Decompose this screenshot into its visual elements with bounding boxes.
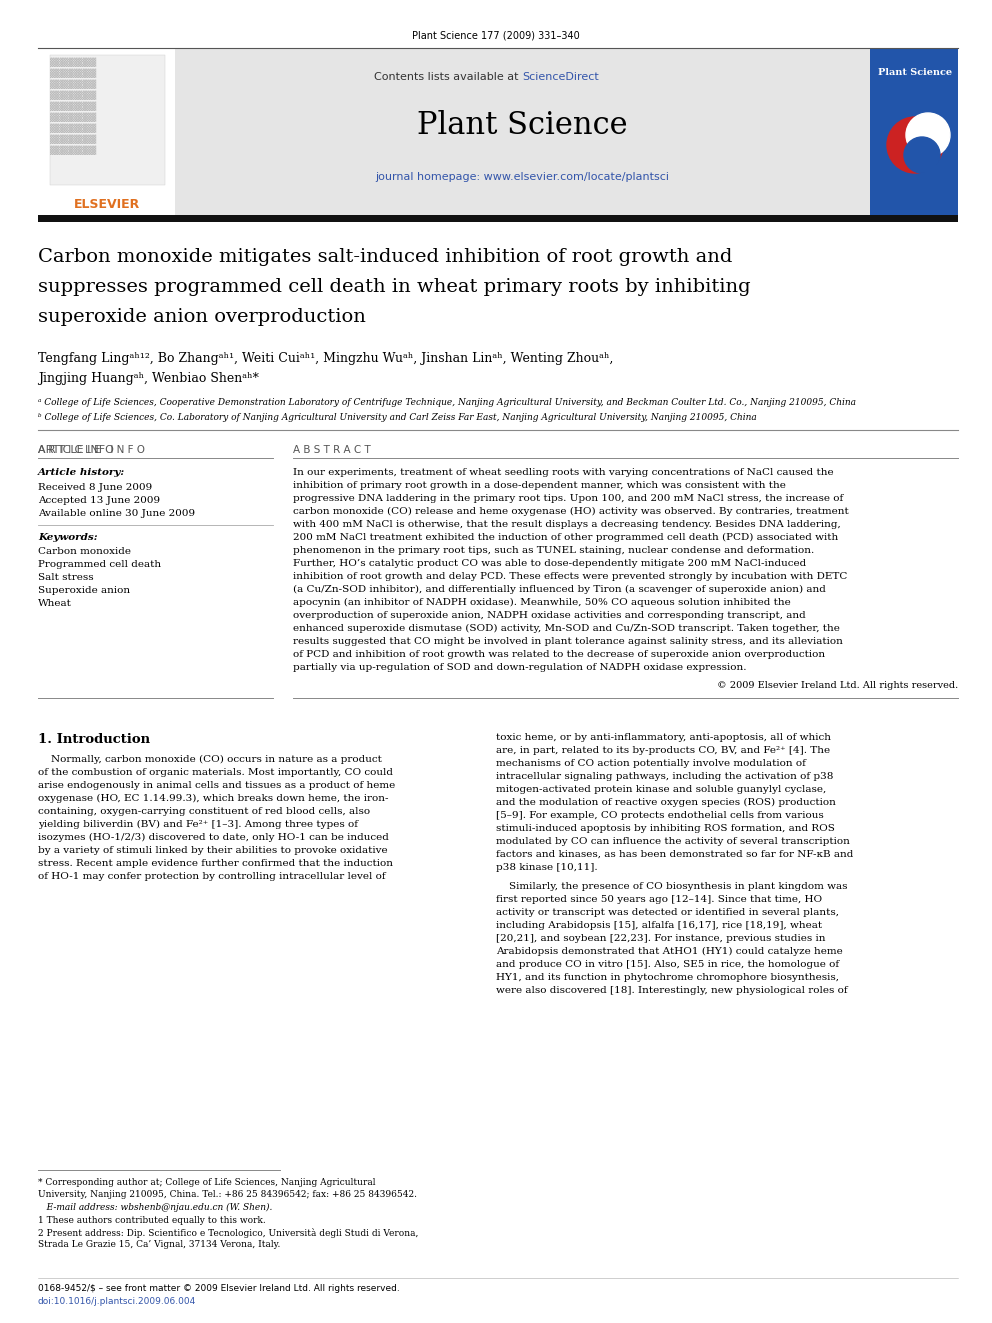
Text: mechanisms of CO action potentially involve modulation of: mechanisms of CO action potentially invo… — [496, 759, 806, 767]
Text: suppresses programmed cell death in wheat primary roots by inhibiting: suppresses programmed cell death in whea… — [38, 278, 751, 296]
Text: overproduction of superoxide anion, NADPH oxidase activities and corresponding t: overproduction of superoxide anion, NADP… — [293, 611, 806, 620]
Text: Programmed cell death: Programmed cell death — [38, 560, 161, 569]
Bar — [870, 48, 958, 216]
Text: stress. Recent ample evidence further confirmed that the induction: stress. Recent ample evidence further co… — [38, 859, 393, 868]
Text: arise endogenously in animal cells and tissues as a product of heme: arise endogenously in animal cells and t… — [38, 781, 395, 790]
Text: ARTICLE INFO: ARTICLE INFO — [38, 445, 114, 455]
Text: yielding biliverdin (BV) and Fe²⁺ [1–3]. Among three types of: yielding biliverdin (BV) and Fe²⁺ [1–3].… — [38, 820, 358, 830]
Text: Salt stress: Salt stress — [38, 573, 93, 582]
Text: * Corresponding author at; College of Life Sciences, Nanjing Agricultural: * Corresponding author at; College of Li… — [38, 1177, 376, 1187]
Text: are, in part, related to its by-products CO, BV, and Fe²⁺ [4]. The: are, in part, related to its by-products… — [496, 746, 830, 755]
Text: including Arabidopsis [15], alfalfa [16,17], rice [18,19], wheat: including Arabidopsis [15], alfalfa [16,… — [496, 921, 822, 930]
Text: Jingjing Huangᵃʰ, Wenbiao Shenᵃʰ*: Jingjing Huangᵃʰ, Wenbiao Shenᵃʰ* — [38, 372, 259, 385]
Bar — [175, 48, 870, 216]
Text: results suggested that CO might be involved in plant tolerance against salinity : results suggested that CO might be invol… — [293, 636, 843, 646]
Text: with 400 mM NaCl is otherwise, that the result displays a decreasing tendency. B: with 400 mM NaCl is otherwise, that the … — [293, 520, 841, 529]
Text: Carbon monoxide mitigates salt-induced inhibition of root growth and: Carbon monoxide mitigates salt-induced i… — [38, 247, 732, 266]
Text: Article history:: Article history: — [38, 468, 125, 478]
Text: first reported since 50 years ago [12–14]. Since that time, HO: first reported since 50 years ago [12–14… — [496, 894, 822, 904]
Text: stimuli-induced apoptosis by inhibiting ROS formation, and ROS: stimuli-induced apoptosis by inhibiting … — [496, 824, 835, 833]
Text: Plant Science 177 (2009) 331–340: Plant Science 177 (2009) 331–340 — [412, 30, 580, 40]
Text: Arabidopsis demonstrated that AtHO1 (HY1) could catalyze heme: Arabidopsis demonstrated that AtHO1 (HY1… — [496, 947, 843, 957]
Text: Tengfang Lingᵃʰ¹², Bo Zhangᵃʰ¹, Weiti Cuiᵃʰ¹, Mingzhu Wuᵃʰ, Jinshan Linᵃʰ, Wenti: Tengfang Lingᵃʰ¹², Bo Zhangᵃʰ¹, Weiti Cu… — [38, 352, 613, 365]
Text: ScienceDirect: ScienceDirect — [522, 71, 599, 82]
Text: A R T I C L E   I N F O: A R T I C L E I N F O — [38, 445, 145, 455]
Text: 1 These authors contributed equally to this work.: 1 These authors contributed equally to t… — [38, 1216, 266, 1225]
Text: Available online 30 June 2009: Available online 30 June 2009 — [38, 509, 195, 519]
Text: Carbon monoxide: Carbon monoxide — [38, 546, 131, 556]
Text: p38 kinase [10,11].: p38 kinase [10,11]. — [496, 863, 597, 872]
Text: Wheat: Wheat — [38, 599, 71, 609]
Text: ᵇ College of Life Sciences, Co. Laboratory of Nanjing Agricultural University an: ᵇ College of Life Sciences, Co. Laborato… — [38, 413, 757, 422]
Text: Plant Science: Plant Science — [417, 110, 627, 142]
Text: In our experiments, treatment of wheat seedling roots with varying concentration: In our experiments, treatment of wheat s… — [293, 468, 833, 478]
Text: Contents lists available at: Contents lists available at — [374, 71, 522, 82]
Text: activity or transcript was detected or identified in several plants,: activity or transcript was detected or i… — [496, 908, 839, 917]
Text: enhanced superoxide dismutase (SOD) activity, Mn-SOD and Cu/Zn-SOD transcript. T: enhanced superoxide dismutase (SOD) acti… — [293, 624, 840, 634]
Text: 0168-9452/$ – see front matter © 2009 Elsevier Ireland Ltd. All rights reserved.: 0168-9452/$ – see front matter © 2009 El… — [38, 1285, 400, 1293]
Text: phenomenon in the primary root tips, such as TUNEL staining, nuclear condense an: phenomenon in the primary root tips, suc… — [293, 546, 814, 556]
Text: journal homepage: www.elsevier.com/locate/plantsci: journal homepage: www.elsevier.com/locat… — [375, 172, 669, 183]
Text: Superoxide anion: Superoxide anion — [38, 586, 130, 595]
Text: [5–9]. For example, CO protects endothelial cells from various: [5–9]. For example, CO protects endothel… — [496, 811, 823, 820]
Text: 2 Present address: Dip. Scientifico e Tecnologico, Università degli Studi di Ver: 2 Present address: Dip. Scientifico e Te… — [38, 1228, 419, 1238]
Text: Normally, carbon monoxide (CO) occurs in nature as a product: Normally, carbon monoxide (CO) occurs in… — [38, 755, 382, 765]
Text: ▓▓▓▓▓▓▓▓▓▓
▓▓▓▓▓▓▓▓▓▓
▓▓▓▓▓▓▓▓▓▓
▓▓▓▓▓▓▓▓▓▓
▓▓▓▓▓▓▓▓▓▓
▓▓▓▓▓▓▓▓▓▓
▓▓▓▓▓▓▓▓▓▓
▓▓▓: ▓▓▓▓▓▓▓▓▓▓ ▓▓▓▓▓▓▓▓▓▓ ▓▓▓▓▓▓▓▓▓▓ ▓▓▓▓▓▓▓… — [50, 58, 96, 155]
Text: 1. Introduction: 1. Introduction — [38, 733, 150, 746]
Text: of HO-1 may confer protection by controlling intracellular level of: of HO-1 may confer protection by control… — [38, 872, 386, 881]
Bar — [38, 48, 175, 216]
Text: inhibition of primary root growth in a dose-dependent manner, which was consiste: inhibition of primary root growth in a d… — [293, 482, 786, 490]
Text: Strada Le Grazie 15, Ca’ Vignal, 37134 Verona, Italy.: Strada Le Grazie 15, Ca’ Vignal, 37134 V… — [38, 1240, 281, 1249]
Text: of the combustion of organic materials. Most importantly, CO could: of the combustion of organic materials. … — [38, 767, 393, 777]
Text: superoxide anion overproduction: superoxide anion overproduction — [38, 308, 366, 325]
Text: mitogen-activated protein kinase and soluble guanylyl cyclase,: mitogen-activated protein kinase and sol… — [496, 785, 826, 794]
Text: ᵃ College of Life Sciences, Cooperative Demonstration Laboratory of Centrifuge T: ᵃ College of Life Sciences, Cooperative … — [38, 398, 856, 407]
Text: and produce CO in vitro [15]. Also, SE5 in rice, the homologue of: and produce CO in vitro [15]. Also, SE5 … — [496, 960, 839, 968]
Text: © 2009 Elsevier Ireland Ltd. All rights reserved.: © 2009 Elsevier Ireland Ltd. All rights … — [717, 681, 958, 691]
Text: carbon monoxide (CO) release and heme oxygenase (HO) activity was observed. By c: carbon monoxide (CO) release and heme ox… — [293, 507, 849, 516]
Text: modulated by CO can influence the activity of several transcription: modulated by CO can influence the activi… — [496, 837, 850, 845]
Text: inhibition of root growth and delay PCD. These effects were prevented strongly b: inhibition of root growth and delay PCD.… — [293, 572, 847, 581]
Text: Received 8 June 2009: Received 8 June 2009 — [38, 483, 152, 492]
Text: 200 mM NaCl treatment exhibited the induction of other programmed cell death (PC: 200 mM NaCl treatment exhibited the indu… — [293, 533, 838, 542]
Text: Plant Science: Plant Science — [878, 67, 952, 77]
Text: Accepted 13 June 2009: Accepted 13 June 2009 — [38, 496, 160, 505]
Text: [20,21], and soybean [22,23]. For instance, previous studies in: [20,21], and soybean [22,23]. For instan… — [496, 934, 825, 943]
Text: doi:10.1016/j.plantsci.2009.06.004: doi:10.1016/j.plantsci.2009.06.004 — [38, 1297, 196, 1306]
Circle shape — [904, 138, 940, 173]
Text: toxic heme, or by anti-inflammatory, anti-apoptosis, all of which: toxic heme, or by anti-inflammatory, ant… — [496, 733, 831, 742]
Text: Similarly, the presence of CO biosynthesis in plant kingdom was: Similarly, the presence of CO biosynthes… — [496, 882, 847, 890]
Text: HY1, and its function in phytochrome chromophore biosynthesis,: HY1, and its function in phytochrome chr… — [496, 972, 839, 982]
Text: progressive DNA laddering in the primary root tips. Upon 100, and 200 mM NaCl st: progressive DNA laddering in the primary… — [293, 493, 843, 503]
Text: apocynin (an inhibitor of NADPH oxidase). Meanwhile, 50% CO aqueous solution inh: apocynin (an inhibitor of NADPH oxidase)… — [293, 598, 791, 607]
Text: were also discovered [18]. Interestingly, new physiological roles of: were also discovered [18]. Interestingly… — [496, 986, 847, 995]
Text: E-mail address: wbshenb@njau.edu.cn (W. Shen).: E-mail address: wbshenb@njau.edu.cn (W. … — [38, 1203, 273, 1212]
Text: containing, oxygen-carrying constituent of red blood cells, also: containing, oxygen-carrying constituent … — [38, 807, 370, 816]
Text: factors and kinases, as has been demonstrated so far for NF-κB and: factors and kinases, as has been demonst… — [496, 849, 853, 859]
Text: Further, HO’s catalytic product CO was able to dose-dependently mitigate 200 mM : Further, HO’s catalytic product CO was a… — [293, 560, 806, 568]
Text: of PCD and inhibition of root growth was related to the decrease of superoxide a: of PCD and inhibition of root growth was… — [293, 650, 825, 659]
Text: A B S T R A C T: A B S T R A C T — [293, 445, 371, 455]
Text: isozymes (HO-1/2/3) discovered to date, only HO-1 can be induced: isozymes (HO-1/2/3) discovered to date, … — [38, 833, 389, 843]
Text: intracellular signaling pathways, including the activation of p38: intracellular signaling pathways, includ… — [496, 773, 833, 781]
Text: and the modulation of reactive oxygen species (ROS) production: and the modulation of reactive oxygen sp… — [496, 798, 836, 807]
Circle shape — [887, 116, 943, 173]
Bar — [50, 56, 165, 185]
Text: by a variety of stimuli linked by their abilities to provoke oxidative: by a variety of stimuli linked by their … — [38, 845, 388, 855]
Bar — [38, 216, 958, 222]
Circle shape — [906, 112, 950, 157]
Text: oxygenase (HO, EC 1.14.99.3), which breaks down heme, the iron-: oxygenase (HO, EC 1.14.99.3), which brea… — [38, 794, 389, 803]
Text: partially via up-regulation of SOD and down-regulation of NADPH oxidase expressi: partially via up-regulation of SOD and d… — [293, 663, 747, 672]
Text: University, Nanjing 210095, China. Tel.: +86 25 84396542; fax: +86 25 84396542.: University, Nanjing 210095, China. Tel.:… — [38, 1189, 417, 1199]
Text: (a Cu/Zn-SOD inhibitor), and differentially influenced by Tiron (a scavenger of : (a Cu/Zn-SOD inhibitor), and differentia… — [293, 585, 826, 594]
Text: ELSEVIER: ELSEVIER — [73, 198, 140, 210]
Text: Keywords:: Keywords: — [38, 533, 97, 542]
